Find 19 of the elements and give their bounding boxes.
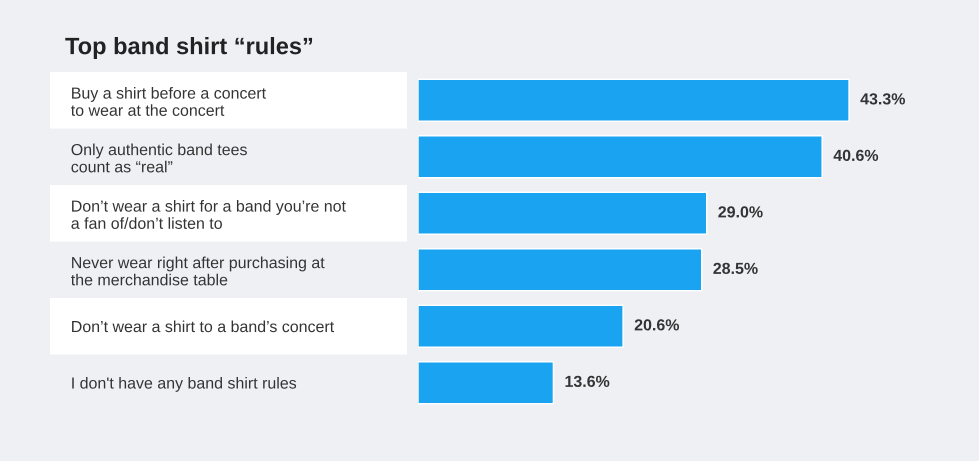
bar <box>418 361 554 404</box>
bar <box>418 78 850 122</box>
y-tick-label: Only authentic band tees count as “real” <box>71 144 247 172</box>
data-label: 43.3% <box>860 93 906 105</box>
bar <box>418 192 708 235</box>
text: Top band shirt “rules” <box>65 36 312 60</box>
data-label: 40.6% <box>834 150 878 162</box>
y-tick-label: Don’t wear a shirt for a band you’re not a fan of/don’t listen to <box>71 200 346 229</box>
data-label: 28.5% <box>713 262 758 274</box>
data-label: 29.0% <box>718 206 763 218</box>
data-label: 20.6% <box>634 319 680 331</box>
y-tick-label: Don’t wear a shirt to a band’s concert <box>72 320 334 332</box>
y-tick-label: Never wear right after purchasing at the merchandise table <box>71 256 325 286</box>
y-tick-label: I don't have any band shirt rules <box>72 376 296 392</box>
y-tick-label: Buy a shirt before a concert to wear at the concert <box>71 87 266 116</box>
data-label: 13.6% <box>566 376 610 388</box>
bar <box>418 304 624 348</box>
bar <box>418 135 823 178</box>
bar <box>418 248 702 292</box>
